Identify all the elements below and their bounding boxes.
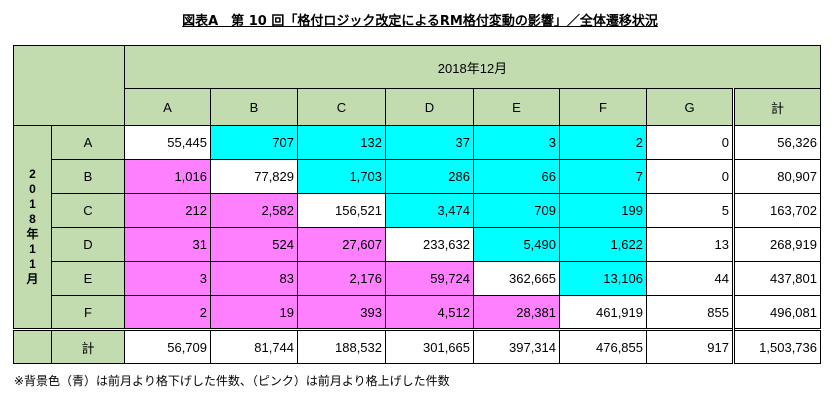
- upgrade-cell: 3: [124, 261, 211, 296]
- downgrade-cell: 66: [473, 159, 560, 194]
- table-row: F 2 19 393 4,512 28,381 461,919 855 496,…: [14, 295, 821, 330]
- col-header: C: [297, 88, 386, 126]
- value-cell: 301,665: [385, 328, 474, 364]
- upgrade-cell: 19: [210, 295, 298, 330]
- total-cell: 80,907: [732, 159, 821, 194]
- table-row: B 1,016 77,829 1,703 286 66 7 0 80,907: [14, 159, 821, 194]
- downgrade-cell: 199: [559, 193, 647, 228]
- col-header-total: 計: [732, 88, 821, 126]
- total-cell: 163,702: [732, 193, 821, 228]
- upgrade-cell: 393: [297, 295, 386, 330]
- page-title: 図表A 第 10 回「格付ロジック改定によるRM格付変動の影響」／全体遷移状況: [182, 14, 658, 29]
- downgrade-cell: 707: [210, 125, 298, 160]
- row-header-total: 計: [51, 328, 125, 364]
- col-header: A: [124, 88, 211, 126]
- downgrade-cell: 5,490: [473, 227, 560, 262]
- upgrade-cell: 59,724: [385, 261, 474, 296]
- col-header: G: [646, 88, 734, 126]
- value-cell: 188,532: [297, 328, 386, 364]
- upgrade-cell: 2,176: [297, 261, 386, 296]
- downgrade-cell: 2: [559, 125, 647, 160]
- value-cell: 362,665: [473, 261, 560, 296]
- value-cell: 56,709: [124, 328, 211, 364]
- value-cell: 476,855: [559, 328, 647, 364]
- upgrade-cell: 212: [124, 193, 211, 228]
- downgrade-cell: 7: [559, 159, 647, 194]
- value-cell: 397,314: [473, 328, 560, 364]
- downgrade-cell: 1,622: [559, 227, 647, 262]
- col-header: F: [559, 88, 647, 126]
- upgrade-cell: 27,607: [297, 227, 386, 262]
- total-cell: 268,919: [732, 227, 821, 262]
- value-cell: 55,445: [124, 125, 211, 160]
- upgrade-cell: 83: [210, 261, 298, 296]
- total-cell: 437,801: [732, 261, 821, 296]
- value-cell: 81,744: [210, 328, 298, 364]
- row-header: E: [51, 261, 125, 296]
- value-cell: 13: [646, 227, 734, 262]
- value-cell: 0: [646, 159, 734, 194]
- downgrade-cell: 13,106: [559, 261, 647, 296]
- corner-cell: [13, 45, 125, 126]
- upgrade-cell: 2: [124, 295, 211, 330]
- value-cell: 44: [646, 261, 734, 296]
- downgrade-cell: 286: [385, 159, 474, 194]
- row-header: B: [51, 159, 125, 194]
- col-header: E: [473, 88, 560, 126]
- value-cell: 156,521: [297, 193, 386, 228]
- row-header: C: [51, 193, 125, 228]
- downgrade-cell: 3: [473, 125, 560, 160]
- downgrade-cell: 37: [385, 125, 474, 160]
- value-cell: 917: [646, 328, 734, 364]
- downgrade-cell: 1,703: [297, 159, 386, 194]
- value-cell: 233,632: [385, 227, 474, 262]
- upgrade-cell: 28,381: [473, 295, 560, 330]
- table-row: C 212 2,582 156,521 3,474 709 199 5 163,…: [14, 193, 821, 228]
- value-cell: 77,829: [210, 159, 298, 194]
- total-corner: [13, 328, 52, 364]
- footnote: ※背景色（青）は前月より格下げした件数、（ピンク）は前月より格上げした件数: [14, 374, 450, 388]
- value-cell: 461,919: [559, 295, 647, 330]
- upgrade-cell: 2,582: [210, 193, 298, 228]
- upgrade-cell: 4,512: [385, 295, 474, 330]
- upgrade-cell: 524: [210, 227, 298, 262]
- downgrade-cell: 132: [297, 125, 386, 160]
- total-cell: 496,081: [732, 295, 821, 330]
- downgrade-cell: 3,474: [385, 193, 474, 228]
- value-cell: 5: [646, 193, 734, 228]
- upgrade-cell: 1,016: [124, 159, 211, 194]
- table-row: E 3 83 2,176 59,724 362,665 13,106 44 43…: [14, 261, 821, 296]
- period-header: 2018年12月: [124, 45, 821, 89]
- row-header: F: [51, 295, 125, 330]
- table-row: D 31 524 27,607 233,632 5,490 1,622 13 2…: [14, 227, 821, 262]
- downgrade-cell: 709: [473, 193, 560, 228]
- total-cell: 56,326: [732, 125, 821, 160]
- total-cell: 1,503,736: [732, 328, 821, 364]
- value-cell: 0: [646, 125, 734, 160]
- upgrade-cell: 31: [124, 227, 211, 262]
- col-header: B: [210, 88, 298, 126]
- total-row: 計 56,709 81,744 188,532 301,665 397,314 …: [13, 328, 821, 364]
- row-header: A: [51, 125, 125, 160]
- row-header: D: [51, 227, 125, 262]
- value-cell: 855: [646, 295, 734, 330]
- col-header: D: [385, 88, 474, 126]
